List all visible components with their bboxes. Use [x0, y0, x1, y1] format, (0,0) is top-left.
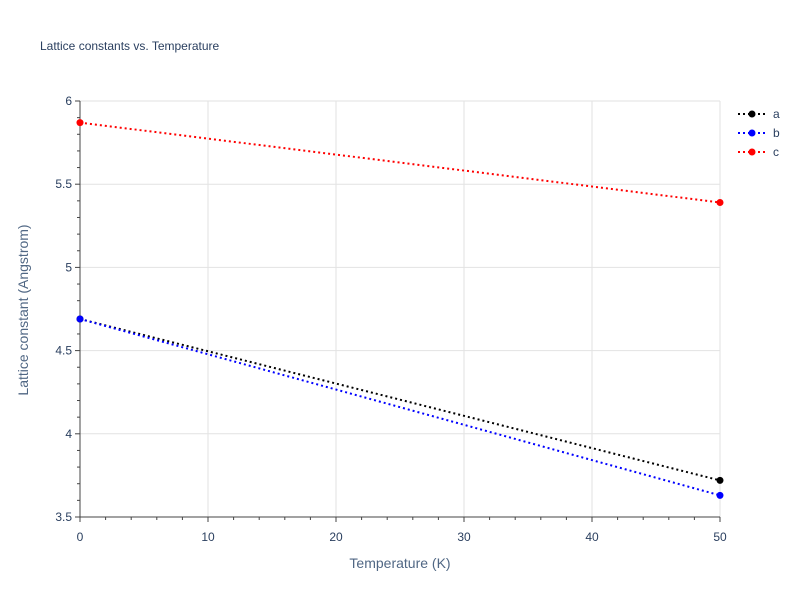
x-tick-label: 20 [329, 530, 343, 544]
legend-label: a [773, 107, 780, 121]
y-tick-label: 6 [65, 94, 72, 108]
y-tick-label: 5 [65, 260, 72, 274]
data-point-a[interactable] [716, 476, 724, 484]
legend-item-a[interactable]: a [738, 107, 780, 121]
x-tick-label: 40 [585, 530, 599, 544]
y-axis-title: Lattice constant (Angstrom) [15, 224, 31, 395]
legend-item-b[interactable]: b [738, 126, 780, 140]
tick-labels: 0 10 20 30 40 50 3.5 4 4.5 5 5.5 6 [55, 94, 727, 544]
chart-title: Lattice constants vs. Temperature [40, 39, 220, 53]
legend-marker-swatch [748, 129, 756, 137]
legend-marker-swatch [748, 148, 756, 156]
y-tick-label: 4.5 [55, 344, 72, 358]
y-tick-label: 3.5 [55, 510, 72, 524]
series-b [76, 315, 724, 499]
grid-lines [80, 100, 721, 517]
x-axis-title: Temperature (K) [349, 555, 450, 571]
data-point-c[interactable] [716, 199, 724, 207]
legend-label: b [773, 126, 780, 140]
series-line-c [79, 121, 721, 204]
y-tick-label: 4 [65, 427, 72, 441]
data-point-c[interactable] [76, 119, 84, 127]
legend-item-c[interactable]: c [738, 145, 779, 159]
y-tick-label: 5.5 [55, 177, 72, 191]
series-a [76, 315, 724, 484]
series-c [76, 119, 724, 207]
series-layer [76, 119, 724, 499]
x-tick-label: 10 [201, 530, 215, 544]
legend[interactable]: abc [738, 107, 780, 159]
series-line-b [79, 318, 721, 497]
data-point-b[interactable] [716, 491, 724, 499]
legend-marker-swatch [748, 110, 756, 118]
legend-label: c [773, 145, 779, 159]
x-tick-label: 0 [77, 530, 84, 544]
x-tick-label: 50 [713, 530, 727, 544]
x-tick-label: 30 [457, 530, 471, 544]
data-point-b[interactable] [76, 315, 84, 323]
axes [75, 100, 721, 522]
series-line-a [79, 318, 721, 482]
